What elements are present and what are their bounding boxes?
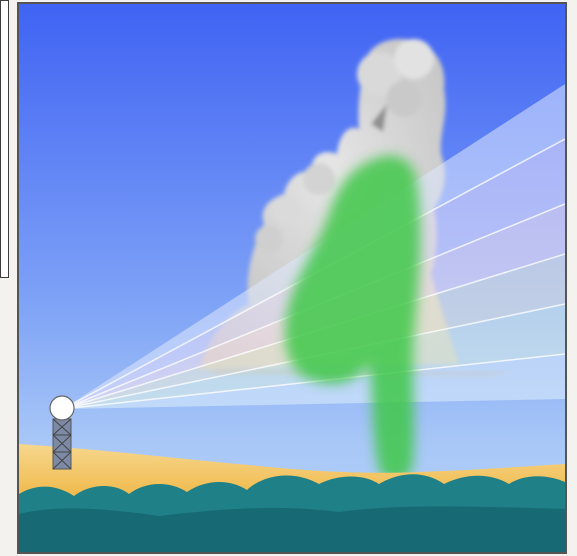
radar-tower-icon bbox=[49, 395, 75, 470]
precipitation-core bbox=[285, 155, 421, 482]
scene-svg bbox=[19, 4, 565, 552]
radar-illustration bbox=[17, 2, 567, 554]
vegetation-shadow bbox=[19, 506, 565, 552]
side-panel bbox=[0, 0, 9, 278]
